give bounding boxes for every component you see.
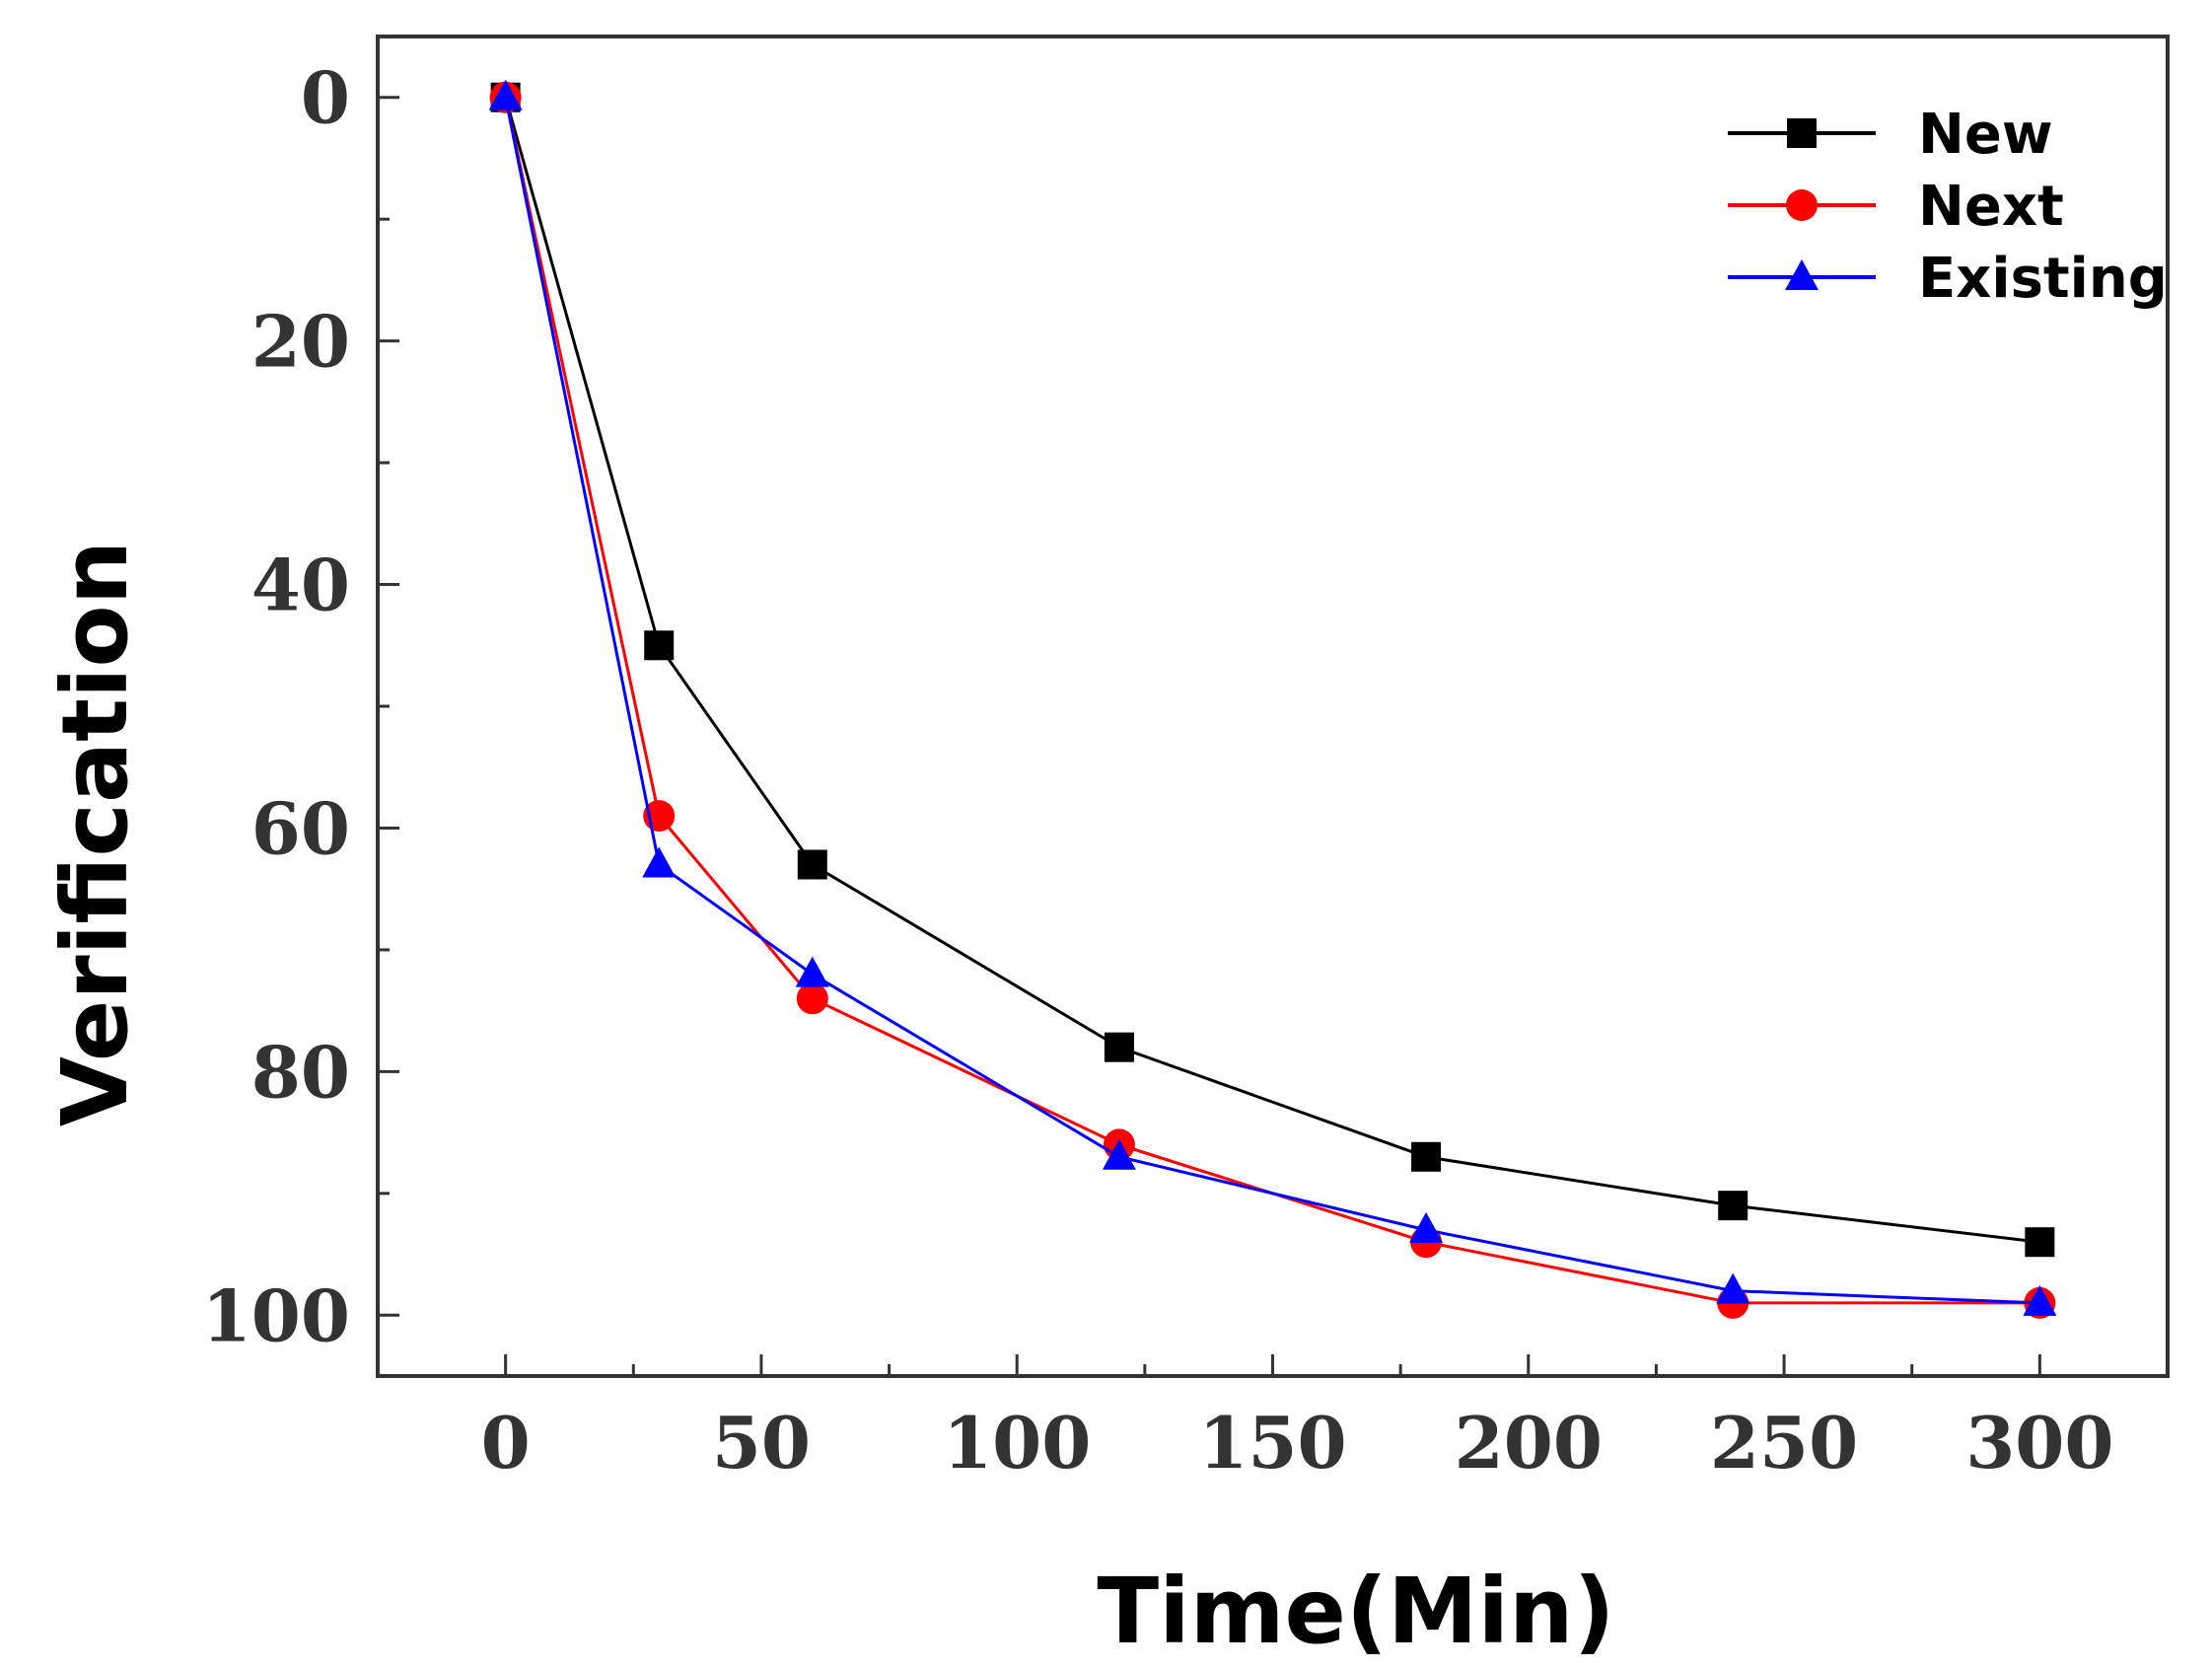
- legend-label-existing: Existing: [1918, 247, 2168, 311]
- data-point-new: [1411, 1141, 1442, 1172]
- y-axis-ticks: 0 20 40 60 80 100: [202, 56, 399, 1357]
- x-tick-label: 300: [1965, 1401, 2113, 1485]
- plot-frame: [376, 35, 2170, 1378]
- data-point-existing: [2023, 1284, 2057, 1316]
- data-point-existing: [1102, 1138, 1136, 1170]
- legend-marker-existing: [1785, 259, 1819, 290]
- legend-label-new: New: [1918, 103, 2053, 167]
- data-point-existing: [795, 956, 829, 987]
- y-tick-label: 20: [251, 300, 350, 384]
- data-point-new: [2025, 1227, 2055, 1258]
- data-point-existing: [1716, 1272, 1750, 1304]
- data-point-new: [1718, 1191, 1748, 1221]
- series-line-new: [504, 97, 2040, 1244]
- x-axis-title: Time(Min): [1097, 1559, 1614, 1664]
- series-new: [490, 82, 2055, 1258]
- legend: New Next Existing: [1728, 103, 2168, 311]
- series-layer: [488, 79, 2057, 1319]
- series-next: [489, 81, 2056, 1319]
- data-point-new: [797, 849, 827, 880]
- x-tick-label: 0: [481, 1401, 531, 1485]
- x-tick-label: 150: [1198, 1401, 1346, 1485]
- y-tick-label: 60: [251, 786, 350, 870]
- legend-marker-next: [1786, 189, 1818, 221]
- x-tick-label: 200: [1455, 1401, 1603, 1485]
- data-point-existing: [488, 79, 523, 110]
- data-point-new: [1104, 1032, 1134, 1062]
- data-point-new: [644, 630, 675, 661]
- y-tick-label: 80: [251, 1030, 350, 1114]
- data-point-existing: [642, 846, 677, 878]
- series-existing: [488, 79, 2057, 1316]
- data-point-existing: [1409, 1211, 1444, 1243]
- x-tick-label: 100: [943, 1401, 1091, 1485]
- data-point-next: [796, 982, 828, 1015]
- y-tick-label: 40: [251, 544, 350, 627]
- y-axis-title: Verification: [42, 541, 148, 1127]
- y-tick-label: 100: [202, 1273, 350, 1357]
- x-tick-label: 250: [1710, 1401, 1858, 1485]
- x-axis-ticks: 0 50 100 150 200 250 300: [481, 1354, 2114, 1485]
- y-tick-label: 0: [301, 56, 350, 140]
- legend-label-next: Next: [1918, 175, 2064, 239]
- x-tick-label: 50: [712, 1401, 811, 1485]
- legend-marker-new: [1787, 118, 1817, 148]
